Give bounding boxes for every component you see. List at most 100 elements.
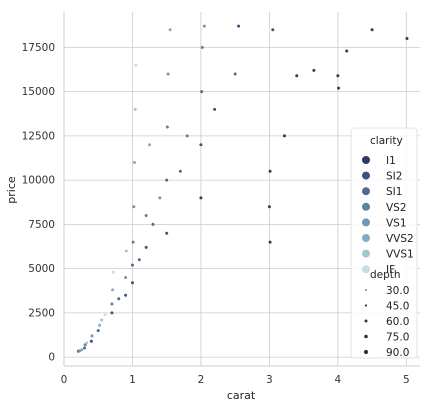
data-point <box>202 24 206 28</box>
data-point <box>295 74 299 78</box>
data-point <box>134 63 138 67</box>
legend-entry-label: SI1 <box>386 186 402 198</box>
y-tick-label: 10000 <box>22 175 55 187</box>
axes <box>63 12 420 367</box>
data-point <box>137 258 141 262</box>
x-tick-label: 1 <box>129 374 136 386</box>
data-point <box>370 28 374 32</box>
legend-size-label: 30.0 <box>386 285 409 297</box>
y-tick-label: 5000 <box>28 263 55 275</box>
data-point <box>268 169 272 173</box>
legend-entry-label: IF <box>386 264 395 276</box>
data-point <box>268 240 272 244</box>
data-point <box>100 318 104 322</box>
legend-title-depth: depth <box>370 269 401 281</box>
y-tick-label: 0 <box>48 352 55 364</box>
x-tick-label: 3 <box>266 374 273 386</box>
data-point <box>165 125 169 129</box>
data-point <box>89 339 93 343</box>
data-point <box>133 160 137 164</box>
legend-size-marker <box>363 349 369 355</box>
data-point <box>110 302 114 306</box>
y-tick-label: 7500 <box>28 219 55 231</box>
legend-size-marker <box>364 319 368 323</box>
legend-entry-label: I1 <box>386 155 396 167</box>
data-point <box>96 329 100 333</box>
legend-marker <box>362 218 370 227</box>
x-tick-label: 5 <box>403 374 410 386</box>
legend-marker <box>362 202 370 211</box>
data-point <box>237 24 241 28</box>
data-point <box>213 107 217 111</box>
data-point <box>165 231 169 235</box>
data-point <box>130 281 134 285</box>
x-tick-label: 4 <box>335 374 342 386</box>
legend-marker <box>362 187 370 196</box>
data-point <box>151 222 155 226</box>
y-tick-label: 15000 <box>22 86 55 98</box>
legend-entry-label: VVS1 <box>386 249 414 261</box>
legend-entry-label: VS2 <box>386 202 407 214</box>
y-tick-label: 12500 <box>22 130 55 142</box>
legend-marker <box>362 249 370 258</box>
x-tick-label: 2 <box>198 374 205 386</box>
data-point <box>199 196 203 200</box>
data-point <box>98 323 102 327</box>
data-point <box>111 288 115 292</box>
legend-marker <box>362 171 370 180</box>
data-point <box>103 313 107 317</box>
legend-marker <box>362 265 370 274</box>
data-point <box>132 205 136 209</box>
legend-size-label: 75.0 <box>386 332 409 344</box>
data-points <box>76 24 409 353</box>
data-point <box>85 341 89 345</box>
data-point <box>130 263 134 267</box>
data-point <box>124 293 128 297</box>
data-point <box>312 68 316 72</box>
x-axis-label: carat <box>227 389 256 402</box>
data-point <box>111 270 115 274</box>
legend-size-label: 45.0 <box>386 301 409 313</box>
data-point <box>178 169 182 173</box>
data-point <box>168 28 172 32</box>
data-point <box>117 297 121 301</box>
data-point <box>200 45 204 49</box>
legend-entry-label: VVS2 <box>386 233 414 245</box>
data-point <box>133 107 137 111</box>
legend-title-clarity: clarity <box>370 135 403 147</box>
data-point <box>200 90 204 94</box>
data-point <box>199 143 203 147</box>
legend-marker <box>362 234 370 242</box>
data-point <box>158 196 162 200</box>
legend-size-marker <box>364 334 368 339</box>
legend-entry-label: VS1 <box>386 217 407 229</box>
y-tick-label: 2500 <box>28 307 55 319</box>
data-point <box>166 72 170 76</box>
data-point <box>83 346 87 350</box>
data-point <box>80 348 84 352</box>
data-point <box>131 240 135 244</box>
data-point <box>124 276 128 279</box>
data-point <box>110 311 114 315</box>
x-tick-label: 0 <box>61 374 68 386</box>
data-point <box>336 74 340 78</box>
data-point <box>405 37 409 41</box>
tick-labels: 0 1 2 3 4 5 0 2500 5000 7500 10000 12500 15000 17500 <box>22 42 410 386</box>
legend-size-marker <box>365 289 367 291</box>
data-point <box>345 49 349 53</box>
legend-size-marker <box>364 304 368 307</box>
data-point <box>148 143 152 147</box>
data-point <box>144 214 148 218</box>
y-tick-label: 17500 <box>22 42 55 54</box>
data-point <box>233 72 237 76</box>
data-point <box>337 86 341 90</box>
legend-box <box>350 127 418 359</box>
legend-marker <box>362 156 370 164</box>
data-point <box>124 249 128 253</box>
y-axis-label: price <box>5 176 18 204</box>
data-point <box>165 178 169 182</box>
legend-size-label: 60.0 <box>386 316 409 328</box>
data-point <box>282 134 286 138</box>
data-point <box>185 134 189 138</box>
